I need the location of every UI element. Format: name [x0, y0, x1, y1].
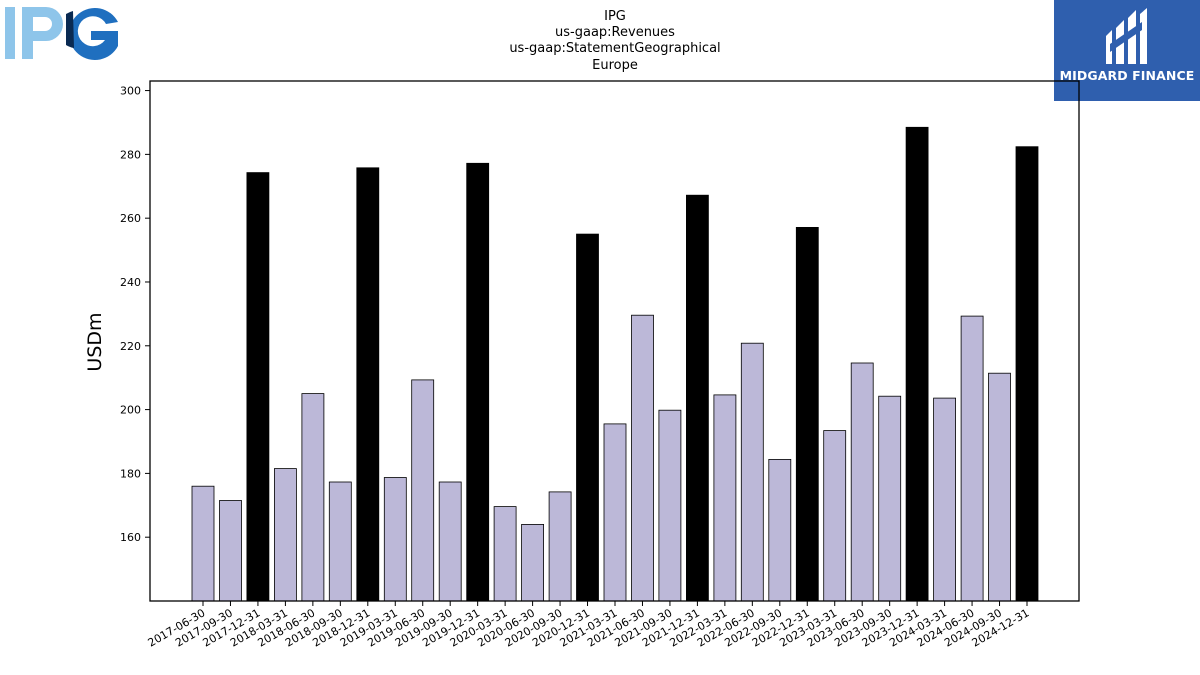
y-tick-label-220: 220 [120, 340, 141, 353]
plot-frame [149, 80, 1080, 602]
ipg-logo [5, 7, 118, 60]
bar-2018-03-31 [273, 468, 297, 602]
y-tick-label-260: 260 [120, 212, 141, 225]
midgard-finance-logo: MIDGARD FINANCE [1054, 0, 1200, 101]
bar-2024-12-31 [1015, 146, 1039, 602]
title-line-4: Europe [592, 58, 638, 73]
bar-2022-06-30 [740, 342, 764, 602]
bar-2024-03-31 [933, 397, 956, 602]
y-tick-label-240: 240 [120, 276, 141, 289]
bar-2022-03-31 [713, 394, 737, 602]
ipg-logo-p [22, 7, 63, 59]
bar-2024-09-30 [988, 372, 1011, 602]
bar-2023-09-30 [878, 395, 902, 602]
bar-2017-12-31 [246, 172, 270, 602]
y-tick-label-200: 200 [120, 404, 141, 417]
bar-2020-06-30 [521, 524, 544, 602]
bar-2020-12-31 [576, 233, 599, 602]
y-axis: 160 180 200 220 240 260 280 300 [120, 85, 150, 544]
bar-2019-06-30 [411, 379, 435, 602]
bar-2019-12-31 [466, 162, 490, 602]
bar-2023-03-31 [823, 430, 847, 602]
y-tick-label-180: 180 [120, 467, 141, 480]
y-tick-label-160: 160 [120, 531, 141, 544]
midgard-finance-wordmark: MIDGARD FINANCE [1059, 68, 1195, 83]
bar-2020-09-30 [548, 491, 572, 602]
bar-2020-03-31 [493, 506, 517, 602]
title-line-3: us-gaap:StatementGeographical [509, 41, 720, 56]
bars-group [191, 126, 1039, 602]
ipg-logo-i [5, 7, 15, 59]
bar-2017-09-30 [219, 500, 242, 602]
bar-2019-09-30 [438, 481, 462, 602]
bar-2018-09-30 [328, 481, 352, 602]
title-line-1: IPG [604, 9, 626, 24]
chart-title: IPG us-gaap:Revenues us-gaap:StatementGe… [509, 9, 720, 73]
bar-2021-06-30 [631, 314, 654, 602]
bar-2023-06-30 [850, 362, 874, 602]
bar-2021-09-30 [658, 409, 682, 602]
title-line-2: us-gaap:Revenues [555, 25, 675, 40]
ipg-logo-g [68, 7, 118, 60]
y-axis-label: USDm [84, 312, 106, 371]
bar-2024-06-30 [960, 315, 984, 602]
bar-2021-12-31 [686, 194, 709, 602]
bar-2022-12-31 [795, 226, 819, 602]
bar-2021-03-31 [603, 423, 627, 602]
ipg-logo-overlap [66, 11, 74, 48]
y-tick-label-280: 280 [120, 148, 141, 161]
bar-2018-06-30 [301, 393, 325, 602]
bar-2022-09-30 [768, 458, 792, 602]
y-tick-label-300: 300 [120, 85, 141, 98]
bar-2023-12-31 [905, 126, 929, 602]
bar-2017-06-30 [191, 485, 215, 602]
bar-2018-12-31 [356, 167, 380, 602]
bar-2019-03-31 [383, 477, 407, 602]
x-axis: 2017-06-302017-09-302017-12-312018-03-31… [146, 601, 1032, 650]
midgard-m-icon [1106, 8, 1147, 64]
